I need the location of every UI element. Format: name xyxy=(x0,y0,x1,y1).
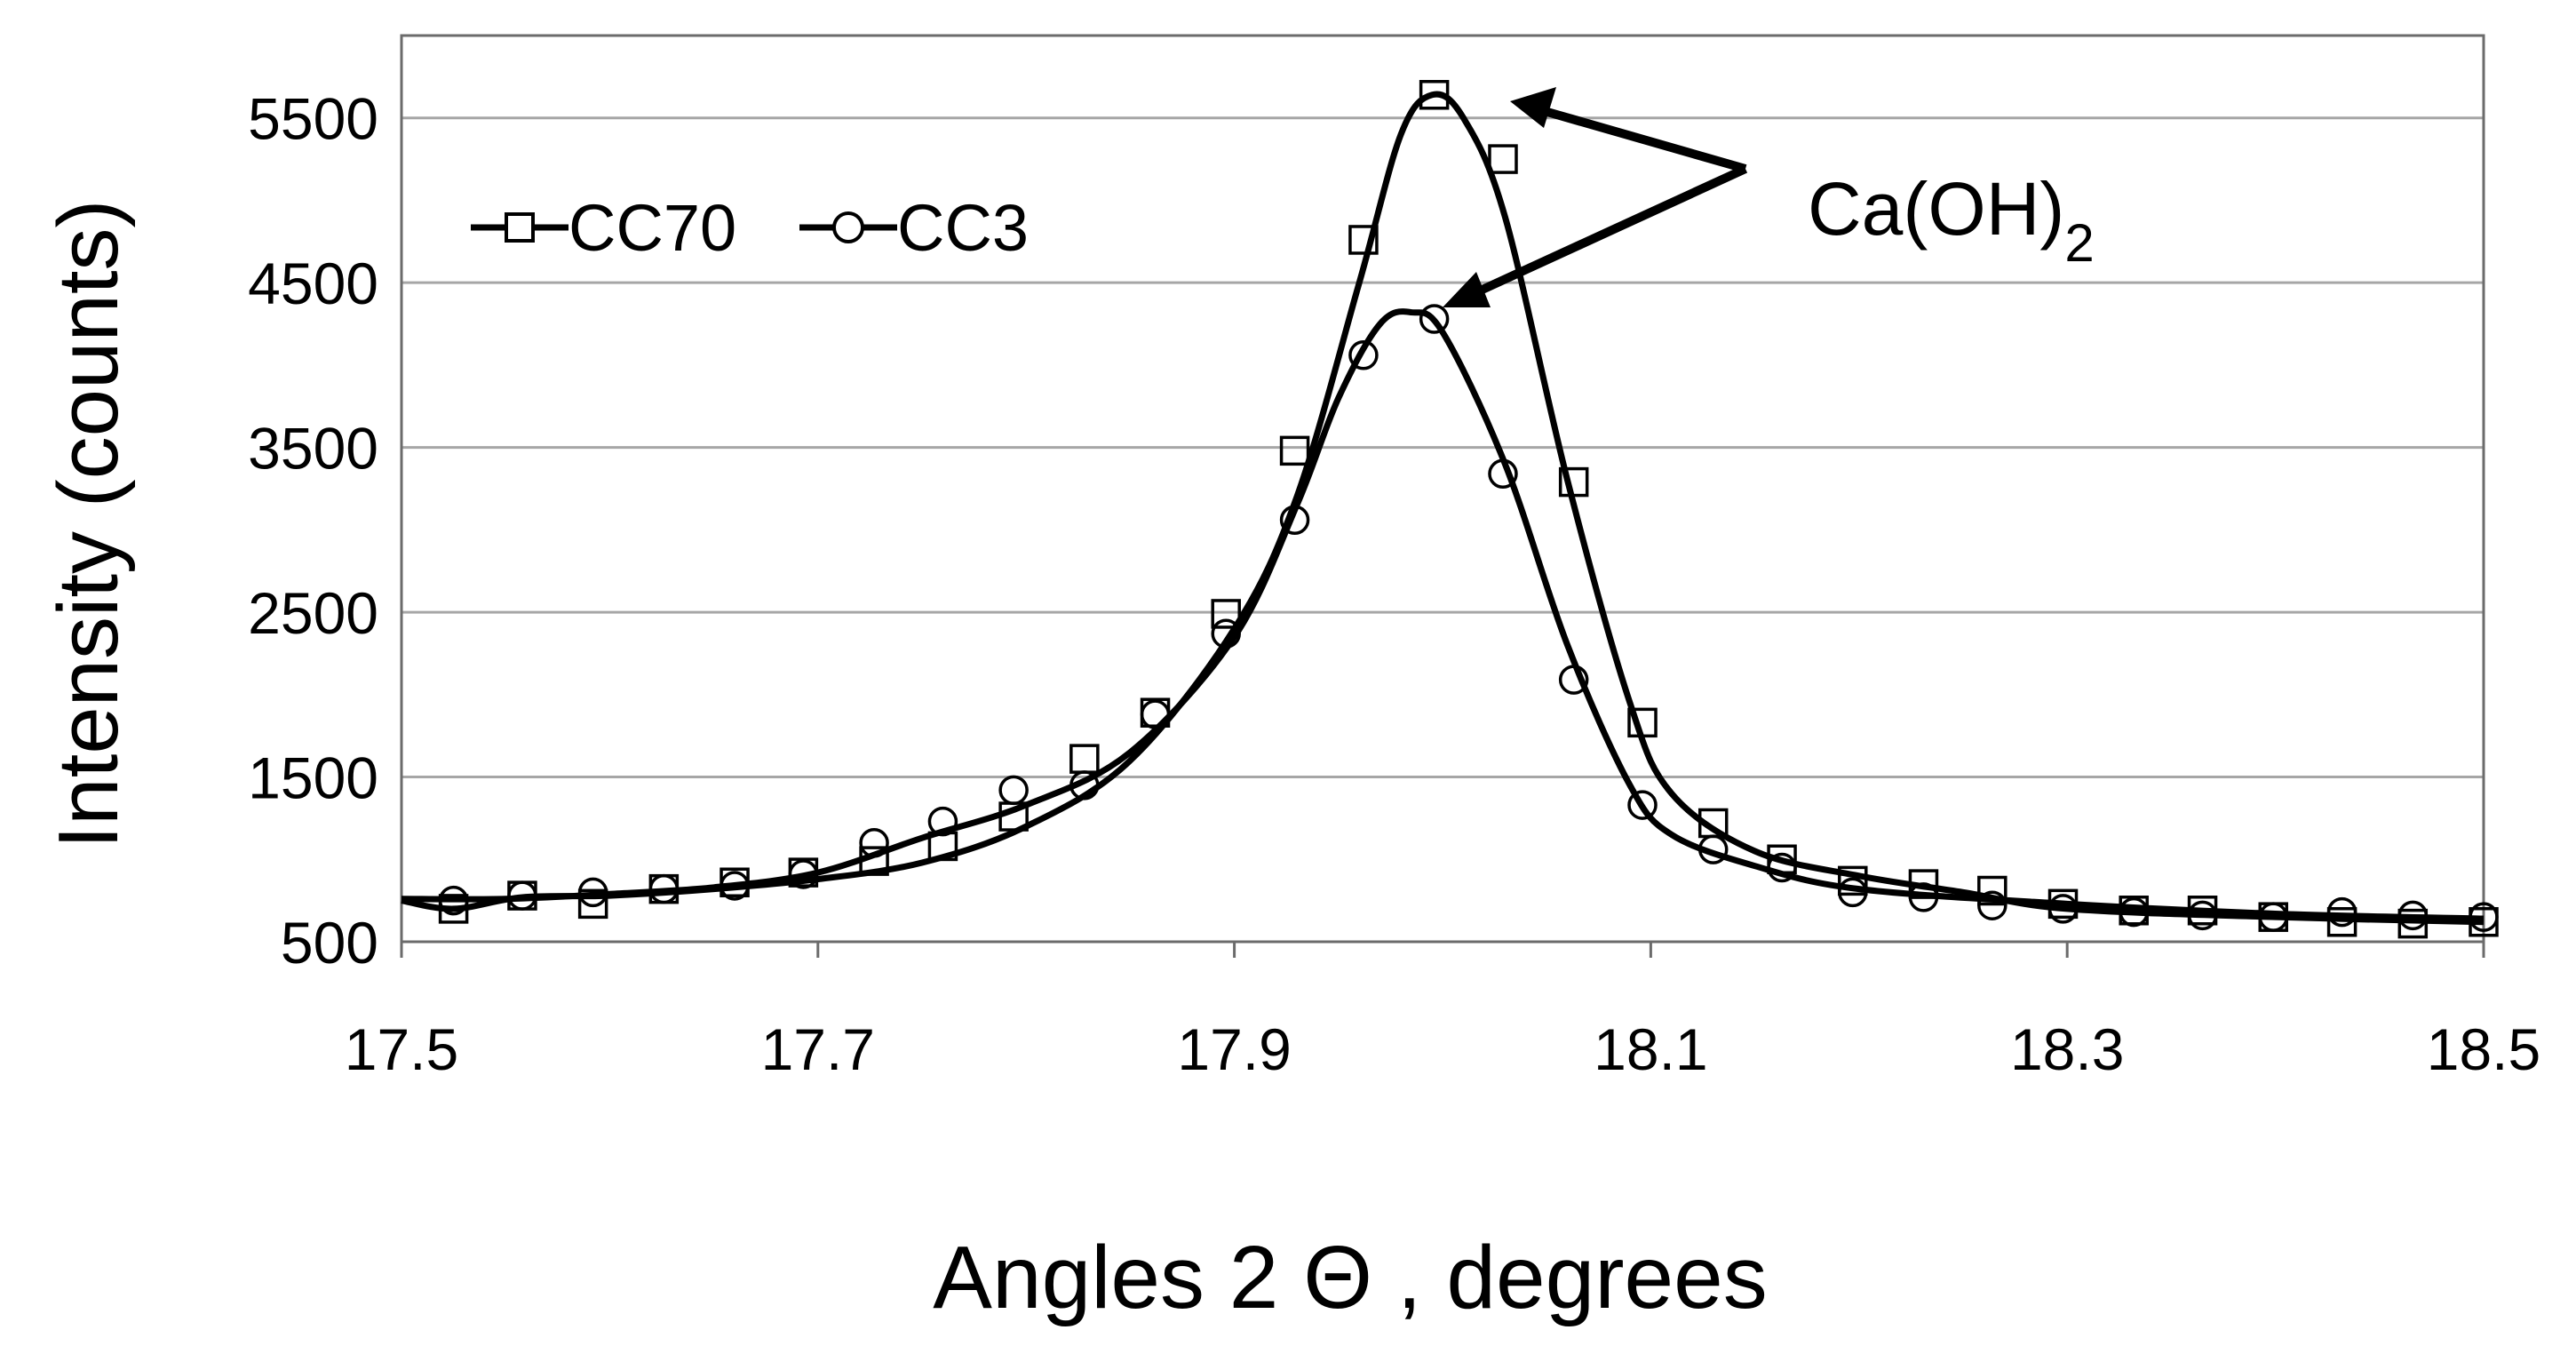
data-point-cc3 xyxy=(2469,902,2499,932)
data-point-cc70 xyxy=(1069,744,1100,774)
x-tick-label: 17.9 xyxy=(1177,1016,1291,1082)
annotation-arrowhead-upper xyxy=(1510,87,1556,128)
data-point-cc70 xyxy=(1211,599,1241,629)
data-point-cc3 xyxy=(2258,902,2289,932)
x-tick-label: 18.5 xyxy=(2427,1016,2540,1082)
data-point-cc3 xyxy=(1488,458,1518,490)
data-point-cc3 xyxy=(2397,900,2429,931)
data-point-cc3 xyxy=(1140,699,1171,729)
data-point-cc3 xyxy=(1697,834,1729,864)
data-point-cc3 xyxy=(2326,896,2357,928)
x-tick-label: 18.3 xyxy=(2010,1016,2124,1082)
data-point-cc70 xyxy=(2397,908,2429,939)
data-point-cc70 xyxy=(1279,435,1310,466)
data-point-cc3 xyxy=(2047,894,2079,924)
data-point-cc70 xyxy=(1838,865,1868,896)
data-point-cc3 xyxy=(1908,882,1939,912)
legend-circle-marker xyxy=(832,211,864,243)
x-axis: 17.5 17.7 17.9 18.1 18.3 18.5 xyxy=(345,942,2540,1082)
data-point-cc70 xyxy=(1419,80,1450,110)
data-point-cc3 xyxy=(577,877,608,908)
data-point-cc70 xyxy=(2326,906,2357,937)
data-point-cc3 xyxy=(507,880,537,911)
x-tick-label: 17.7 xyxy=(761,1016,875,1082)
annotation-label: Ca(OH)2 xyxy=(1808,167,2095,273)
data-point-cc70 xyxy=(1348,225,1379,255)
legend-label-cc3: CC3 xyxy=(897,191,1029,265)
x-tick-label: 17.5 xyxy=(345,1016,458,1082)
x-tick-label: 18.1 xyxy=(1594,1016,1707,1082)
data-point-cc70 xyxy=(438,894,469,924)
legend-square-marker xyxy=(505,212,535,243)
data-point-cc70 xyxy=(1488,144,1518,174)
data-point-cc3 xyxy=(927,806,958,837)
data-point-cc3 xyxy=(1558,665,1589,695)
data-point-cc3 xyxy=(438,885,469,916)
data-point-cc3 xyxy=(1419,304,1450,334)
data-point-cc3 xyxy=(1627,790,1658,820)
legend: CC70 CC3 xyxy=(471,191,1029,265)
data-point-cc3 xyxy=(998,775,1029,806)
data-point-cc3 xyxy=(1211,618,1241,649)
y-tick-label: 1500 xyxy=(248,745,378,811)
data-point-cc3 xyxy=(2119,896,2149,928)
data-point-cc70 xyxy=(1627,707,1658,738)
y-tick-label: 3500 xyxy=(248,416,378,482)
y-axis: 500 1500 2500 3500 4500 5500 xyxy=(248,86,378,976)
data-point-cc3 xyxy=(720,871,750,901)
legend-label-cc70: CC70 xyxy=(568,191,736,265)
annotation-caoh2: Ca(OH)2 xyxy=(1443,87,2095,307)
data-point-cc3 xyxy=(1838,877,1868,908)
y-tick-label: 2500 xyxy=(248,580,378,646)
annotation-arrow-lower xyxy=(1472,164,1748,298)
y-tick-label: 500 xyxy=(281,910,378,976)
data-point-cc70 xyxy=(1977,875,2008,906)
series-cc3 xyxy=(401,304,2499,932)
data-point-cc3 xyxy=(1279,505,1310,535)
series-layer xyxy=(401,80,2499,939)
data-point-cc3 xyxy=(1069,770,1100,800)
y-tick-label: 5500 xyxy=(248,86,378,152)
data-point-cc3 xyxy=(1767,852,1797,883)
data-point-cc3 xyxy=(2187,900,2218,931)
data-point-cc3 xyxy=(859,827,889,858)
annotation-arrowhead-lower xyxy=(1443,272,1491,307)
series-line-cc70 xyxy=(401,91,2485,926)
data-point-cc3 xyxy=(648,873,680,904)
data-point-cc3 xyxy=(1977,890,2008,920)
annotation-arrow-upper xyxy=(1539,106,1747,173)
data-point-cc70 xyxy=(577,888,608,920)
plot-area-frame xyxy=(400,34,2485,944)
y-axis-title: Intensity (counts) xyxy=(41,200,136,849)
data-point-cc70 xyxy=(1558,466,1589,498)
x-axis-title: Angles 2 Θ , degrees xyxy=(933,1228,1767,1327)
data-point-cc3 xyxy=(1348,340,1379,370)
y-tick-label: 4500 xyxy=(248,251,378,316)
data-point-cc3 xyxy=(788,859,819,889)
series-line-cc3 xyxy=(401,308,2485,922)
